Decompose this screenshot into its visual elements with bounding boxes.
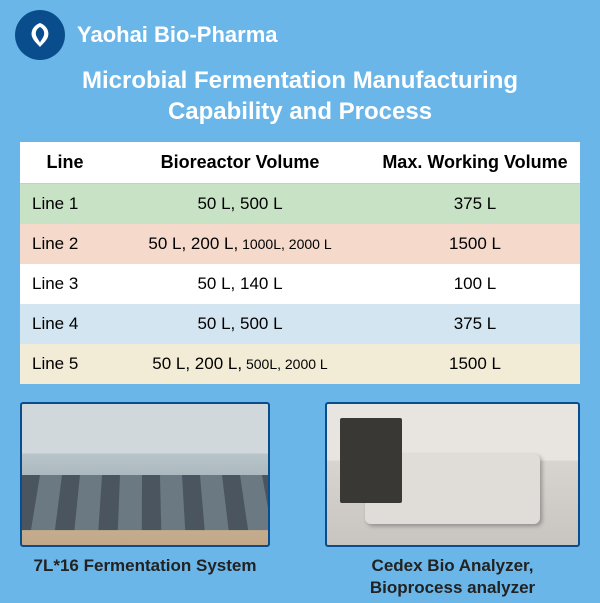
cell-max: 1500 L	[370, 224, 580, 264]
col-bioreactor: Bioreactor Volume	[110, 142, 370, 183]
fermentation-caption: 7L*16 Fermentation System	[34, 555, 257, 576]
table-row: Line 350 L, 140 L100 L	[20, 264, 580, 304]
analyzer-caption: Cedex Bio Analyzer, Bioprocess analyzer	[370, 555, 535, 598]
cell-line: Line 3	[20, 264, 110, 304]
cell-line: Line 2	[20, 224, 110, 264]
col-max-working: Max. Working Volume	[370, 142, 580, 183]
cell-bioreactor: 50 L, 200 L, 500L, 2000 L	[110, 344, 370, 384]
page-title: Microbial Fermentation Manufacturing Cap…	[0, 65, 600, 137]
cell-max: 375 L	[370, 304, 580, 344]
table-row: Line 150 L, 500 L375 L	[20, 184, 580, 224]
analyzer-caption-l2: Bioprocess analyzer	[370, 577, 535, 598]
cell-max: 1500 L	[370, 344, 580, 384]
analyzer-caption-l1: Cedex Bio Analyzer,	[370, 555, 535, 576]
cell-max: 375 L	[370, 184, 580, 224]
cell-line: Line 1	[20, 184, 110, 224]
cell-bioreactor: 50 L, 500 L	[110, 184, 370, 224]
photo-right-box: Cedex Bio Analyzer, Bioprocess analyzer	[325, 402, 580, 598]
cell-max: 100 L	[370, 264, 580, 304]
photo-row: 7L*16 Fermentation System Cedex Bio Anal…	[0, 394, 600, 603]
title-line-1: Microbial Fermentation Manufacturing	[20, 65, 580, 96]
company-logo	[15, 10, 65, 60]
bio-analyzer-photo	[325, 402, 580, 547]
table-row: Line 450 L, 500 L375 L	[20, 304, 580, 344]
cell-line: Line 5	[20, 344, 110, 384]
table-row: Line 250 L, 200 L, 1000L, 2000 L1500 L	[20, 224, 580, 264]
capability-table: Line Bioreactor Volume Max. Working Volu…	[20, 142, 580, 384]
photo-left-box: 7L*16 Fermentation System	[20, 402, 270, 598]
cell-bioreactor: 50 L, 500 L	[110, 304, 370, 344]
fermentation-system-photo	[20, 402, 270, 547]
company-name: Yaohai Bio-Pharma	[77, 22, 278, 48]
cell-bioreactor: 50 L, 140 L	[110, 264, 370, 304]
cell-line: Line 4	[20, 304, 110, 344]
table-header: Line Bioreactor Volume Max. Working Volu…	[20, 142, 580, 184]
table-body: Line 150 L, 500 L375 LLine 250 L, 200 L,…	[20, 184, 580, 384]
header: Yaohai Bio-Pharma	[0, 0, 600, 65]
cell-bioreactor: 50 L, 200 L, 1000L, 2000 L	[110, 224, 370, 264]
col-line: Line	[20, 142, 110, 183]
title-line-2: Capability and Process	[20, 96, 580, 127]
table-row: Line 550 L, 200 L, 500L, 2000 L1500 L	[20, 344, 580, 384]
